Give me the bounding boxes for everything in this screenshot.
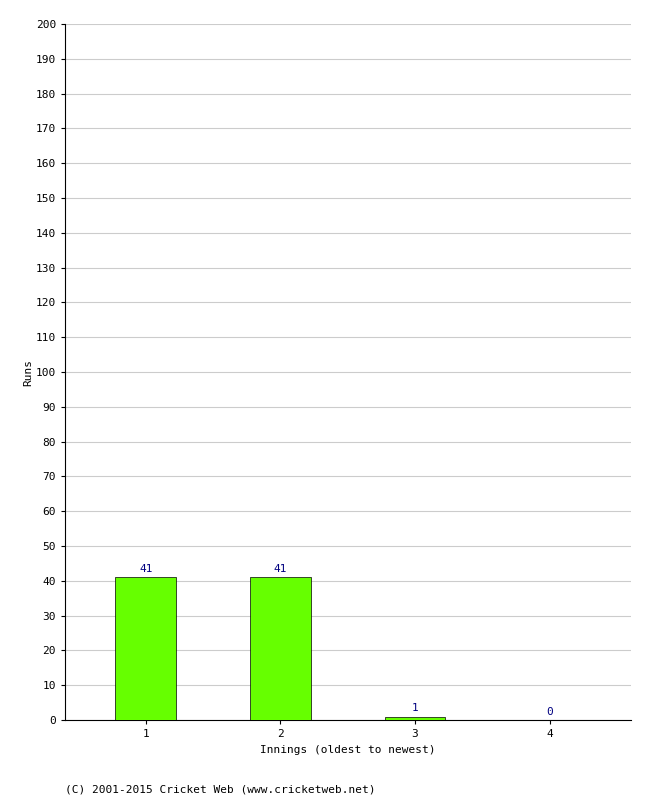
- Text: 1: 1: [411, 703, 419, 713]
- Text: 41: 41: [274, 564, 287, 574]
- X-axis label: Innings (oldest to newest): Innings (oldest to newest): [260, 745, 436, 754]
- Text: 41: 41: [139, 564, 153, 574]
- Bar: [116, 578, 176, 720]
- Bar: [385, 717, 445, 720]
- Text: (C) 2001-2015 Cricket Web (www.cricketweb.net): (C) 2001-2015 Cricket Web (www.cricketwe…: [65, 784, 376, 794]
- Y-axis label: Runs: Runs: [23, 358, 33, 386]
- Text: 0: 0: [547, 706, 553, 717]
- Bar: [250, 578, 311, 720]
